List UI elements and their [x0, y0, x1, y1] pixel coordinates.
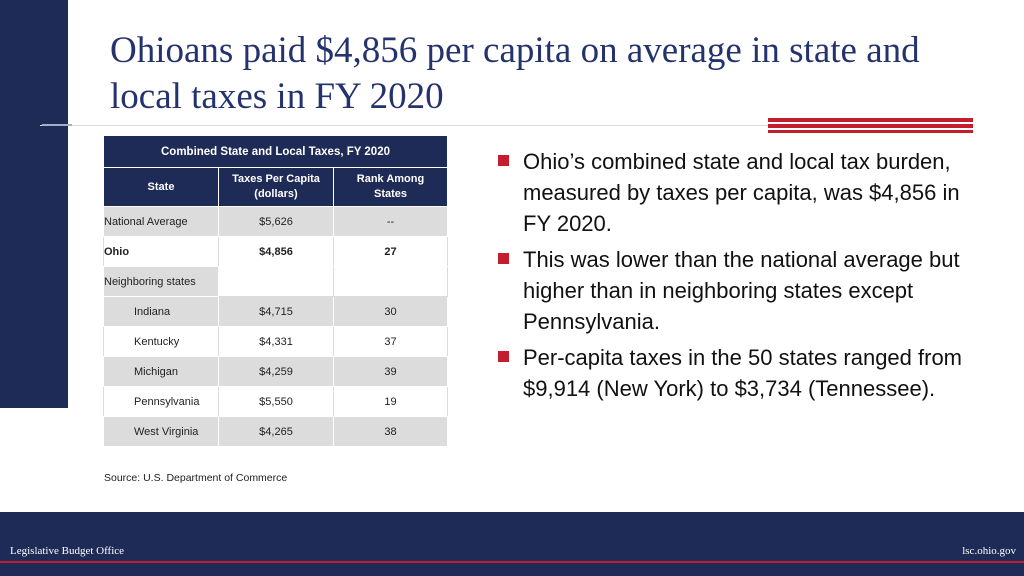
- column-header-taxes: Taxes Per Capita (dollars): [218, 167, 334, 207]
- row-tax: $5,626: [218, 206, 334, 237]
- column-header-rank: Rank Among States: [333, 167, 448, 207]
- row-label: Michigan: [103, 356, 219, 387]
- row-rank: [333, 266, 448, 297]
- square-bullet-icon: [498, 351, 509, 362]
- row-label: Ohio: [103, 236, 219, 267]
- row-rank: 37: [333, 326, 448, 357]
- bullet-list: Ohio’s combined state and local tax burd…: [496, 146, 966, 409]
- row-tax: $5,550: [218, 386, 334, 417]
- bullet-text: Ohio’s combined state and local tax burd…: [523, 149, 960, 236]
- table-row-ohio: Ohio $4,856 27: [103, 236, 448, 267]
- footer-bar: [0, 512, 1024, 576]
- row-label: West Virginia: [103, 416, 219, 447]
- page-title: Ohioans paid $4,856 per capita on averag…: [110, 30, 920, 117]
- tax-table: Combined State and Local Taxes, FY 2020 …: [103, 135, 448, 447]
- title-divider-accent: [42, 124, 72, 126]
- left-accent-bar: [0, 0, 68, 408]
- table-row-pennsylvania: Pennsylvania $5,550 19: [103, 386, 448, 417]
- bullet-text: This was lower than the national average…: [523, 247, 960, 334]
- red-stripe-decoration: [768, 118, 973, 134]
- table-row-kentucky: Kentucky $4,331 37: [103, 326, 448, 357]
- footer-website-link[interactable]: lsc.ohio.gov: [962, 545, 1016, 557]
- table-row-neighboring: Neighboring states: [103, 266, 448, 297]
- row-tax: $4,856: [218, 236, 334, 267]
- row-tax: $4,331: [218, 326, 334, 357]
- column-header-state: State: [103, 167, 219, 207]
- bullet-text: Per-capita taxes in the 50 states ranged…: [523, 345, 963, 401]
- row-rank: 38: [333, 416, 448, 447]
- row-label: Indiana: [103, 296, 219, 327]
- row-rank: 27: [333, 236, 448, 267]
- row-tax: [218, 266, 334, 297]
- row-tax: $4,265: [218, 416, 334, 447]
- footer-organization: Legislative Budget Office: [10, 545, 125, 557]
- table-row-west-virginia: West Virginia $4,265 38: [103, 416, 448, 447]
- bullet-item: Ohio’s combined state and local tax burd…: [496, 146, 966, 239]
- row-rank: 30: [333, 296, 448, 327]
- column-header-taxes-label: Taxes Per Capita (dollars): [232, 173, 320, 200]
- row-label: Kentucky: [103, 326, 219, 357]
- footer-red-line: [0, 561, 1024, 563]
- row-label: National Average: [103, 206, 219, 237]
- table-caption: Combined State and Local Taxes, FY 2020: [103, 135, 448, 168]
- table-row-national: National Average $5,626 --: [103, 206, 448, 237]
- square-bullet-icon: [498, 253, 509, 264]
- row-rank: --: [333, 206, 448, 237]
- bullet-item: This was lower than the national average…: [496, 244, 966, 337]
- table-row-michigan: Michigan $4,259 39: [103, 356, 448, 387]
- row-rank: 39: [333, 356, 448, 387]
- source-note: Source: U.S. Department of Commerce: [104, 472, 288, 484]
- title-divider: [40, 125, 768, 126]
- row-label: Neighboring states: [103, 266, 219, 297]
- column-header-rank-label: Rank Among States: [356, 173, 425, 200]
- row-tax: $4,715: [218, 296, 334, 327]
- row-tax: $4,259: [218, 356, 334, 387]
- square-bullet-icon: [498, 155, 509, 166]
- bullet-item: Per-capita taxes in the 50 states ranged…: [496, 342, 966, 404]
- row-label: Pennsylvania: [103, 386, 219, 417]
- table-row-indiana: Indiana $4,715 30: [103, 296, 448, 327]
- row-rank: 19: [333, 386, 448, 417]
